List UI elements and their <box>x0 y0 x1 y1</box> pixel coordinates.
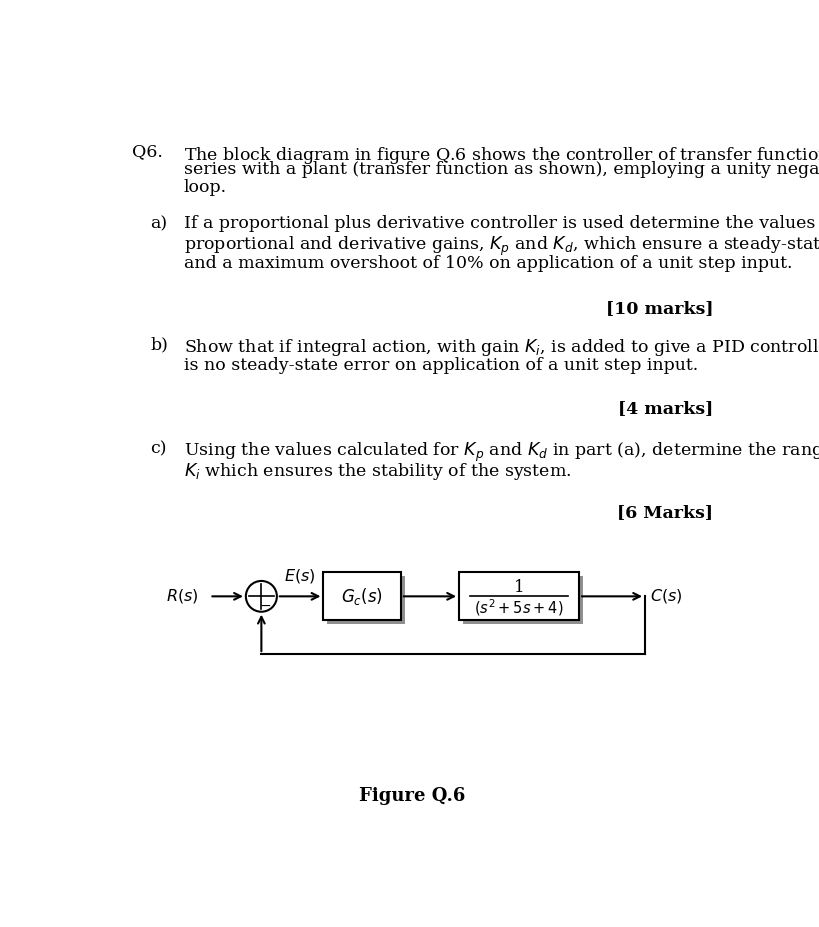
Text: [10 marks]: [10 marks] <box>605 300 713 317</box>
Text: $G_c(s)$: $G_c(s)$ <box>341 586 382 607</box>
Text: c): c) <box>151 441 167 458</box>
Text: and a maximum overshoot of 10% on application of a unit step input.: and a maximum overshoot of 10% on applic… <box>183 255 791 273</box>
Text: If a proportional plus derivative controller is used determine the values of the: If a proportional plus derivative contro… <box>183 215 819 232</box>
Text: The block diagram in figure Q.6 shows the controller of transfer function $G_c(s: The block diagram in figure Q.6 shows th… <box>183 144 819 166</box>
Text: $C(s)$: $C(s)$ <box>649 588 681 605</box>
Text: loop.: loop. <box>183 179 227 196</box>
Text: [6 Marks]: [6 Marks] <box>617 504 713 521</box>
Text: b): b) <box>151 337 168 354</box>
Bar <box>323 573 400 620</box>
Text: 1: 1 <box>514 579 523 596</box>
Text: $E(s)$: $E(s)$ <box>284 566 315 585</box>
Text: is no steady-state error on application of a unit step input.: is no steady-state error on application … <box>183 357 697 374</box>
Text: a): a) <box>151 215 167 232</box>
Bar <box>327 577 405 624</box>
Text: $K_i$ which ensures the stability of the system.: $K_i$ which ensures the stability of the… <box>183 461 571 482</box>
Text: Show that if integral action, with gain $K_i$, is added to give a PID controller: Show that if integral action, with gain … <box>183 337 819 358</box>
Text: $R(s)$: $R(s)$ <box>165 588 198 605</box>
Text: Figure Q.6: Figure Q.6 <box>359 787 465 806</box>
Bar <box>462 577 582 624</box>
Bar <box>459 573 578 620</box>
Text: proportional and derivative gains, $K_p$ and $K_d$, which ensure a steady-state : proportional and derivative gains, $K_p$… <box>183 235 819 259</box>
Text: Using the values calculated for $K_p$ and $K_d$ in part (a), determine the range: Using the values calculated for $K_p$ an… <box>183 441 819 464</box>
Text: $(s^2 + 5s + 4)$: $(s^2 + 5s + 4)$ <box>473 598 563 618</box>
Text: [4 marks]: [4 marks] <box>618 400 713 417</box>
Text: Q6.: Q6. <box>132 144 163 160</box>
Text: series with a plant (transfer function as shown), employing a unity negative fee: series with a plant (transfer function a… <box>183 161 819 178</box>
Text: −: − <box>259 600 271 614</box>
